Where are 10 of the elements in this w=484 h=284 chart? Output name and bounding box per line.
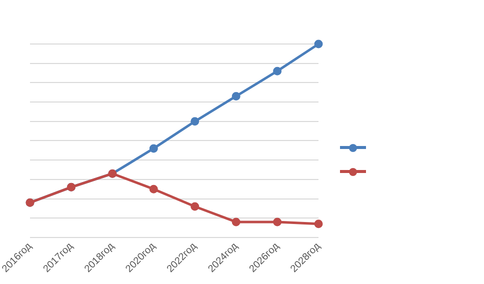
point [273,66,282,76]
point [232,92,240,100]
point [232,218,240,226]
point [149,144,158,153]
point [190,202,200,211]
point [314,220,323,228]
point [190,117,200,126]
point [273,218,282,226]
point [314,40,323,48]
point [149,184,158,194]
